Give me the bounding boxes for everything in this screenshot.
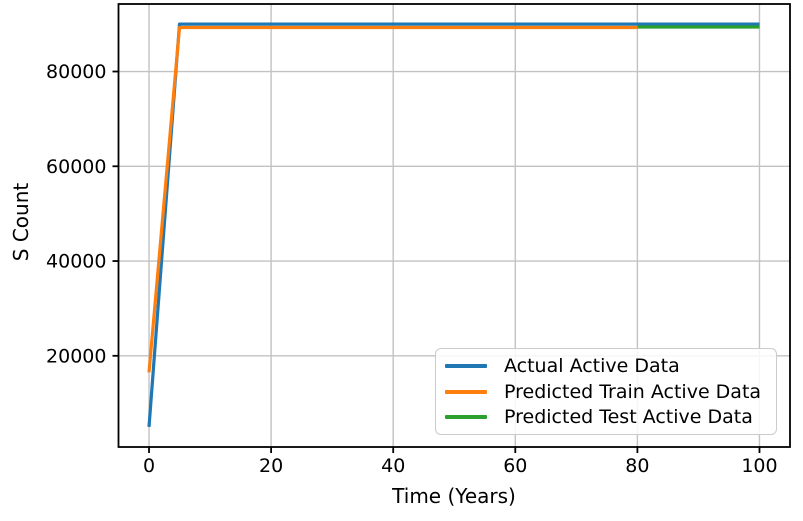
x-tick-label: 80 — [625, 455, 649, 477]
legend-label: Actual Active Data — [504, 355, 680, 378]
y-tick-label: 80000 — [46, 61, 106, 83]
x-tick-label: 40 — [381, 455, 405, 477]
legend: Actual Active Data Predicted Train Activ… — [435, 348, 777, 435]
x-axis-title: Time (Years) — [392, 484, 516, 508]
legend-line-sample-predicted-test — [445, 414, 487, 419]
x-tick-label: 20 — [259, 455, 283, 477]
x-tick-label: 100 — [741, 455, 777, 477]
x-tick-label: 0 — [143, 455, 155, 477]
legend-line-sample-predicted-train — [445, 389, 487, 394]
legend-item-predicted-train-active-data: Predicted Train Active Data — [445, 381, 768, 403]
legend-label: Predicted Test Active Data — [504, 405, 753, 428]
series-line-actual-active-data — [147, 22, 760, 428]
y-tick-label: 20000 — [46, 345, 106, 367]
axes-spines — [117, 3, 791, 448]
legend-item-predicted-test-active-data: Predicted Test Active Data — [445, 406, 768, 428]
legend-line-sample-actual — [445, 364, 487, 369]
legend-label: Predicted Train Active Data — [504, 380, 762, 403]
y-axis-title: S Count — [9, 182, 33, 262]
x-tick-label: 60 — [503, 455, 527, 477]
series-line-predicted-train-active-data — [147, 25, 638, 373]
legend-item-actual-active-data: Actual Active Data — [445, 355, 768, 377]
y-tick-label: 60000 — [46, 156, 106, 178]
y-tick-label: 40000 — [46, 251, 106, 273]
